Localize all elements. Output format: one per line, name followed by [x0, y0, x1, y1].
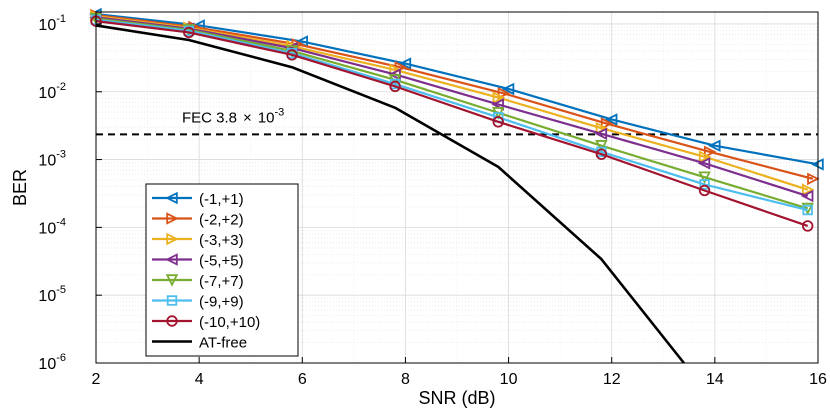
data-point — [595, 140, 608, 153]
legend-label: (-7,+7) — [199, 273, 244, 290]
x-tick-label: 2 — [92, 371, 101, 388]
series-line — [95, 20, 809, 227]
legend-marker — [165, 253, 178, 266]
x-tick-label: 10 — [500, 371, 518, 388]
x-tick-label: 16 — [809, 371, 827, 388]
legend-label: (-9,+9) — [199, 294, 244, 311]
y-axis-label: BER — [10, 169, 30, 206]
legend-marker — [165, 274, 179, 287]
data-point — [807, 172, 820, 186]
data-point — [801, 183, 815, 196]
series-line — [95, 14, 814, 180]
legend-label: (-2,+2) — [199, 212, 244, 229]
data-point — [600, 117, 614, 130]
y-axis-ticks: 10-6 10-5 10-4 10-3 10-2 10-1 — [38, 13, 102, 373]
legend-item: (-5,+5) — [152, 253, 244, 270]
legend-label: (-5,+5) — [199, 253, 244, 270]
legend-item: AT-free — [152, 335, 247, 352]
x-tick-label: 12 — [603, 371, 621, 388]
legend-label: (-10,+10) — [199, 314, 260, 331]
x-tick-label: 6 — [298, 371, 307, 388]
y-tick-label: 10-1 — [38, 13, 66, 34]
legend-marker — [166, 315, 178, 327]
data-point — [183, 26, 195, 39]
data-point — [501, 82, 515, 96]
legend-marker — [166, 232, 179, 246]
series-line — [95, 18, 808, 212]
x-axis-label: SNR (dB) — [418, 388, 495, 408]
data-point — [801, 220, 814, 232]
series-7 — [95, 24, 685, 364]
data-point — [697, 157, 711, 170]
y-tick-label: 10-4 — [38, 216, 66, 237]
data-point — [389, 80, 401, 93]
data-point — [699, 179, 710, 190]
legend-marker — [166, 295, 178, 306]
data-point — [594, 127, 608, 141]
data-point — [704, 145, 717, 159]
series-line — [95, 16, 809, 198]
data-point — [286, 49, 298, 61]
x-tick-label: 8 — [401, 371, 410, 388]
data-point — [698, 150, 712, 164]
legend-box — [145, 183, 299, 357]
legend-marker — [165, 191, 178, 205]
data-point — [497, 87, 511, 100]
fec-label-prefix: FEC 3.8 — [182, 109, 237, 126]
legend-label: (-1,+1) — [199, 191, 244, 208]
threshold-layer: FEC 3.8 × 10-3 — [96, 106, 818, 136]
x-tick-label: 14 — [706, 371, 724, 388]
data-point — [802, 204, 813, 216]
data-point — [492, 116, 504, 128]
y-tick-label: 10-2 — [38, 81, 66, 102]
fec-label-base: 10 — [258, 109, 275, 126]
y-tick-label: 10-6 — [38, 352, 66, 373]
legend-item: (-2,+2) — [152, 212, 244, 229]
legend-item: (-3,+3) — [152, 232, 244, 249]
x-tick-label: 4 — [195, 371, 204, 388]
y-tick-label: 10-3 — [38, 149, 66, 170]
legend-label: AT-free — [199, 335, 247, 352]
data-point — [604, 113, 618, 126]
minor-grid — [96, 12, 818, 363]
legend-item: (-9,+9) — [152, 294, 244, 311]
legend-marker — [166, 212, 179, 225]
x-axis-ticks: 2 4 6 8 10 12 14 16 — [92, 357, 827, 388]
series-line — [95, 15, 809, 191]
legend-label: (-3,+3) — [199, 232, 244, 249]
plot-frame — [95, 11, 819, 364]
data-point — [698, 184, 711, 197]
data-point — [708, 139, 721, 152]
legend-item: (-1,+1) — [152, 191, 244, 208]
data-point — [800, 189, 814, 203]
data-point — [595, 148, 608, 160]
series-line — [95, 24, 685, 364]
legend-item: (-7,+7) — [152, 273, 244, 290]
legend: (-1,+1) (-2,+2) (-3,+3) (-5,+5) (-7,+7) (-9,+… — [145, 183, 299, 357]
data-point — [398, 57, 412, 70]
legend-item: (-10,+10) — [152, 314, 260, 331]
fec-threshold-label: FEC 3.8 × 10-3 — [182, 106, 284, 126]
data-point — [491, 98, 504, 111]
fec-label-exp: -3 — [274, 106, 284, 118]
y-tick-label: 10-5 — [38, 284, 66, 305]
series-line — [95, 12, 819, 166]
fec-label-times: × — [243, 109, 252, 126]
series-line — [95, 17, 809, 210]
data-point — [698, 171, 711, 184]
data-point — [492, 91, 506, 104]
